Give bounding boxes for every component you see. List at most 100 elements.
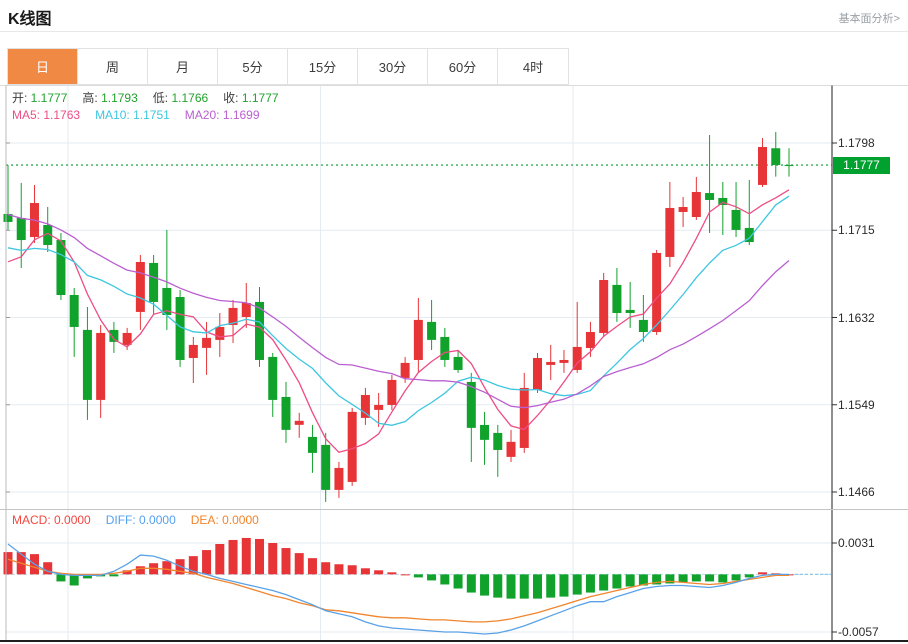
ma-legend: MA5: 1.1763 MA10: 1.1751 MA20: 1.1699: [12, 108, 275, 122]
macd-hist-bar: [347, 565, 357, 575]
macd-hist-bar: [413, 574, 423, 578]
period-tab-日[interactable]: 日: [8, 49, 78, 84]
candle-body: [758, 146, 768, 185]
legend-item: 低: 1.1766: [152, 91, 209, 105]
current-price-badge: 1.1777: [833, 156, 890, 174]
macd-hist-bar: [387, 572, 397, 575]
macd-hist-bar: [532, 574, 542, 599]
candle-body: [149, 262, 159, 302]
period-tab-60分[interactable]: 60分: [428, 49, 498, 84]
macd-hist-bar: [82, 574, 92, 579]
candle-body: [440, 336, 450, 360]
fundamental-analysis-link[interactable]: 基本面分析>: [838, 13, 900, 25]
diff-line: [7, 543, 789, 635]
macd-hist-bar: [599, 574, 609, 591]
macd-hist-bar: [506, 574, 516, 599]
macd-hist-bar: [188, 556, 198, 575]
candle-body: [784, 165, 794, 167]
macd-hist-bar: [744, 574, 754, 578]
macd-hist-bar: [652, 574, 662, 585]
candle-body: [374, 404, 384, 410]
period-tab-周[interactable]: 周: [78, 49, 148, 84]
candle-body: [135, 261, 145, 312]
candle-body: [360, 394, 370, 418]
kline-chart-canvas: [0, 85, 908, 642]
candle-body: [387, 379, 397, 405]
macd-hist-bar: [585, 574, 595, 593]
legend-item: 高: 1.1793: [82, 91, 138, 105]
macd-hist-bar: [109, 574, 119, 577]
period-tab-30分[interactable]: 30分: [358, 49, 428, 84]
macd-hist-bar: [572, 574, 582, 595]
candle-body: [665, 207, 675, 257]
macd-hist-bar: [43, 562, 53, 575]
candle-body: [16, 217, 26, 241]
candle-body: [268, 356, 278, 400]
macd-hist-bar: [519, 574, 529, 599]
macd-hist-bar: [466, 574, 476, 593]
macd-hist-bar: [612, 574, 622, 589]
candle-body: [122, 332, 132, 345]
macd-hist-bar: [400, 574, 410, 576]
macd-hist-bar: [202, 550, 212, 575]
page-title: K线图: [8, 11, 52, 28]
macd-hist-bar: [162, 561, 172, 575]
macd-hist-bar: [493, 574, 503, 598]
macd-hist-bar: [281, 548, 291, 575]
candle-body: [307, 436, 317, 453]
candle-body: [43, 224, 53, 245]
candle-body: [334, 467, 344, 490]
candle-body: [493, 432, 503, 450]
macd-hist-bar: [665, 574, 675, 584]
candle-body: [705, 193, 715, 200]
candle-body: [241, 302, 251, 317]
y-axis-tick-label: 1.1715: [838, 223, 875, 238]
candle-body: [175, 297, 185, 360]
macd-hist-bar: [427, 574, 437, 581]
legend-item: MA20: 1.1699: [184, 108, 260, 122]
candle-body: [572, 346, 582, 370]
y-axis-tick-label: 1.1632: [838, 310, 875, 325]
period-tab-15分[interactable]: 15分: [288, 49, 358, 84]
ma20-line: [7, 213, 790, 409]
candle-body: [519, 387, 529, 448]
macd-hist-bar: [241, 537, 251, 575]
candle-body: [718, 197, 728, 206]
macd-hist-bar: [334, 564, 344, 575]
macd-hist-bar: [546, 574, 556, 598]
period-tab-4时[interactable]: 4时: [522, 60, 544, 75]
macd-hist-bar: [294, 553, 304, 575]
candle-body: [109, 329, 119, 342]
y-axis-tick-label: -0.0057: [838, 625, 879, 639]
candle-body: [506, 441, 516, 457]
candle-body: [731, 209, 741, 230]
ohlc-legend: 开: 1.1777 高: 1.1793 低: 1.1766 收: 1.1777: [12, 89, 294, 106]
candle-body: [427, 321, 437, 340]
candle-body: [546, 361, 556, 365]
macd-hist-bar: [135, 566, 145, 575]
legend-item: DEA: 0.0000: [190, 513, 259, 527]
candle-body: [82, 329, 92, 400]
y-axis-tick-label: 1.1549: [838, 397, 875, 412]
ma10-line: [7, 195, 790, 426]
period-tabs: 日周月 5分 15分 30分 60分 4时: [7, 48, 569, 85]
macd-hist-bar: [215, 544, 225, 575]
candle-body: [625, 309, 635, 313]
macd-hist-bar: [705, 574, 715, 582]
legend-item: MACD: 0.0000: [12, 513, 91, 527]
macd-hist-bar: [56, 574, 66, 582]
candle-body: [771, 148, 781, 165]
candle-body: [638, 319, 648, 333]
candle-body: [321, 444, 331, 490]
macd-hist-bar: [228, 539, 238, 575]
legend-item: 开: 1.1777: [12, 91, 68, 105]
period-tab-月[interactable]: 月: [148, 49, 218, 84]
candle-body: [215, 326, 225, 340]
candle-body: [691, 191, 701, 218]
candle-body: [96, 332, 106, 400]
ma5-line: [7, 189, 790, 454]
macd-hist-bar: [321, 562, 331, 575]
period-tab-5分[interactable]: 5分: [218, 49, 288, 84]
candle-body: [413, 319, 423, 360]
candle-body: [255, 301, 265, 360]
